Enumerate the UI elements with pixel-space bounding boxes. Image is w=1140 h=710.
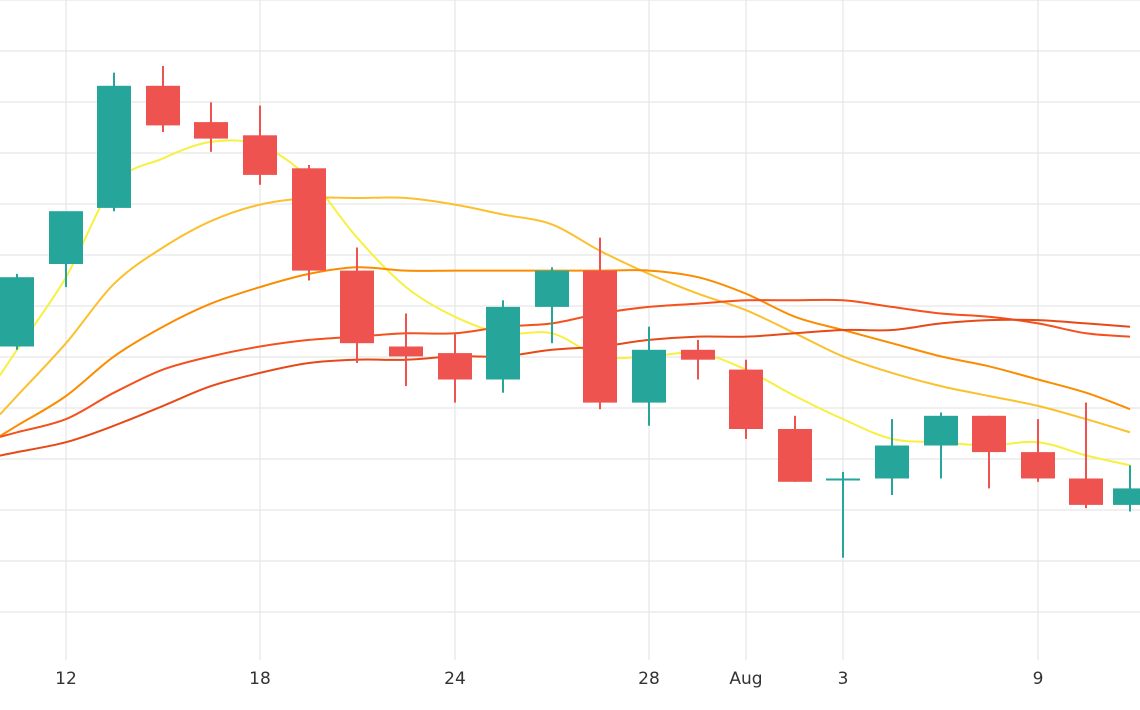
candle-body xyxy=(49,211,83,264)
candle-body xyxy=(535,270,569,307)
candle-body xyxy=(292,168,326,271)
candle-body xyxy=(146,85,180,126)
x-tick-label: 12 xyxy=(55,669,77,689)
candle xyxy=(486,300,520,393)
candle xyxy=(632,326,666,426)
candle-body xyxy=(972,415,1006,453)
candle-body xyxy=(875,445,909,479)
candle-body xyxy=(632,349,666,403)
candle xyxy=(0,273,34,350)
candle xyxy=(194,102,228,152)
candle xyxy=(972,415,1006,489)
candle-body xyxy=(826,478,860,481)
candle-body xyxy=(389,346,423,357)
candle-body xyxy=(438,353,472,380)
candle-body xyxy=(340,270,374,344)
candle xyxy=(583,237,617,410)
candle-body xyxy=(1069,478,1103,505)
candle xyxy=(681,339,715,380)
candle xyxy=(389,313,423,387)
candle xyxy=(826,471,860,558)
candle xyxy=(1113,465,1140,512)
candle-body xyxy=(0,277,34,347)
candle xyxy=(875,419,909,495)
candle-body xyxy=(97,85,131,208)
x-tick-label: 28 xyxy=(638,669,660,689)
candle xyxy=(924,412,958,479)
candle-body xyxy=(1021,452,1055,479)
candle-body xyxy=(583,270,617,403)
candle xyxy=(438,333,472,403)
candle-body xyxy=(194,122,228,139)
candle-body xyxy=(778,429,812,482)
candle-body xyxy=(1113,488,1140,505)
candle xyxy=(729,359,763,439)
x-tick-label: 18 xyxy=(249,669,271,689)
x-tick-label: Aug xyxy=(729,669,762,689)
moving-average-line-2 xyxy=(0,196,1131,434)
candle-body xyxy=(486,306,520,380)
x-tick-label: 3 xyxy=(838,669,849,689)
candle-body xyxy=(729,369,763,429)
candle xyxy=(49,211,83,288)
candle xyxy=(1021,419,1055,482)
x-tick-label: 24 xyxy=(444,669,466,689)
candle xyxy=(243,105,277,185)
candle xyxy=(1069,402,1103,509)
candle-body xyxy=(924,415,958,446)
candle xyxy=(535,267,569,344)
candle xyxy=(292,165,326,281)
candle-body xyxy=(681,349,715,360)
candle xyxy=(778,415,812,482)
x-tick-label: 9 xyxy=(1033,669,1044,689)
candle xyxy=(97,72,131,212)
moving-average-line-5 xyxy=(0,318,1131,457)
candles xyxy=(0,66,1140,558)
moving-average-line-4 xyxy=(0,298,1131,438)
candle xyxy=(146,66,180,132)
x-axis-ticks: 12 18 24 28 Aug 3 9 xyxy=(55,669,1043,689)
candle xyxy=(340,247,374,363)
candle-body xyxy=(243,135,277,175)
